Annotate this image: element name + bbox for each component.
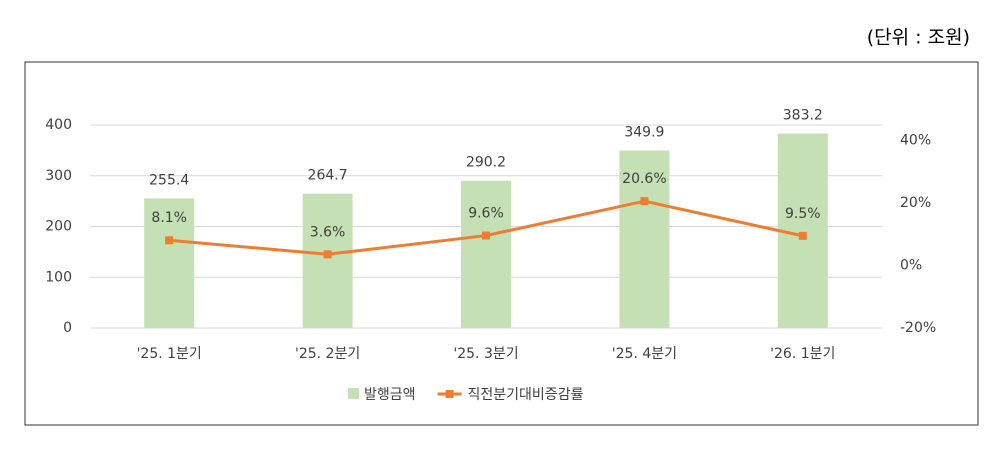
line-value-label: 3.6% [310, 224, 346, 240]
y2-tick-label: 20% [900, 195, 931, 211]
bar [461, 180, 511, 328]
legend-swatch [348, 388, 359, 399]
line-value-label: 20.6% [622, 171, 666, 187]
line-marker [165, 236, 174, 245]
line-value-label: 9.5% [785, 206, 821, 222]
bar-value-label: 349.9 [624, 124, 664, 140]
line-marker [798, 231, 807, 240]
line-value-label: 9.6% [468, 206, 504, 222]
bar [619, 150, 670, 328]
y-tick-label: 0 [63, 320, 72, 336]
chart-frame [24, 61, 979, 426]
y-tick-label: 300 [45, 168, 72, 184]
legend-swatch [445, 390, 454, 398]
x-tick-label: '25. 1분기 [137, 346, 202, 362]
legend-label: 발행금액 [364, 387, 416, 403]
x-tick-label: '25. 2분기 [295, 346, 360, 362]
line-marker [482, 231, 490, 240]
y-tick-label: 200 [45, 219, 72, 235]
x-tick-label: '26. 1분기 [770, 346, 835, 362]
legend-label: 직전분기대비증감률 [468, 387, 584, 403]
bar [302, 193, 353, 328]
bar-value-label: 383.2 [783, 108, 823, 124]
bar-value-label: 264.7 [308, 168, 348, 184]
bar [144, 198, 195, 328]
line-marker [640, 197, 649, 206]
line-marker [323, 250, 332, 259]
line-value-label: 8.1% [151, 210, 187, 226]
bar-value-label: 290.2 [466, 155, 506, 171]
y-tick-label: 100 [45, 269, 72, 285]
unit-note: (단위 : 조원) [867, 27, 970, 49]
y2-tick-label: 40% [900, 133, 931, 149]
y2-tick-label: 0% [900, 258, 922, 274]
x-tick-label: '25. 4분기 [612, 346, 677, 362]
y-tick-label: 400 [45, 117, 72, 133]
x-tick-label: '25. 3분기 [453, 346, 518, 362]
y2-tick-label: -20% [900, 320, 936, 336]
bar-value-label: 255.4 [149, 172, 189, 188]
